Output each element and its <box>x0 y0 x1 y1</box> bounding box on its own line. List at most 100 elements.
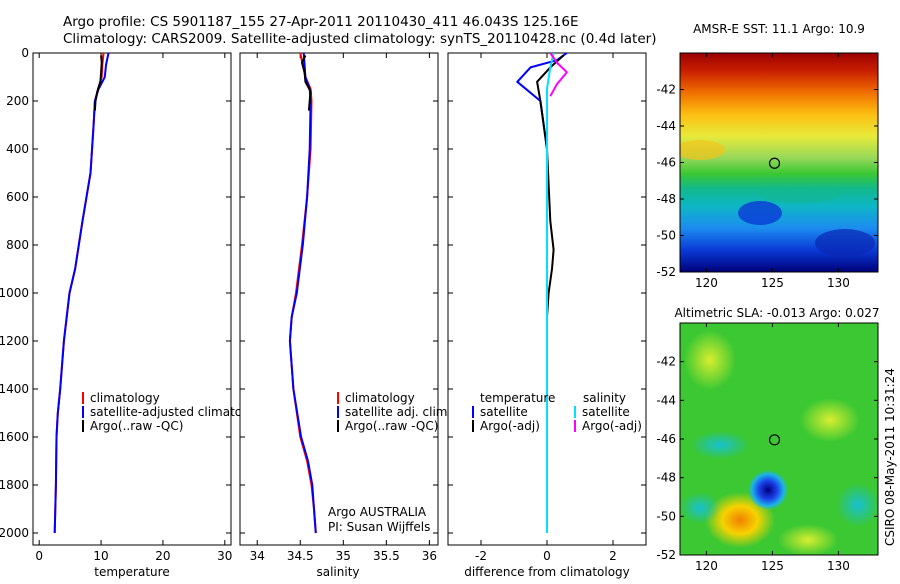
y-tick-label: 200 <box>6 94 29 108</box>
difference-legend: temperature satellite Argo(-adj) salinit… <box>472 391 642 433</box>
sla-low-patch <box>690 431 750 459</box>
sst-map-title: AMSR-E SST: 11.1 Argo: 10.9 <box>693 22 865 36</box>
sla-map-panel: Altimetric SLA: -0.013 Argo: 0.027 120 12… <box>656 306 879 573</box>
map-y-tick-label: -46 <box>656 432 676 446</box>
y-tick-label: 600 <box>6 190 29 204</box>
map-x-tick-label: 125 <box>761 559 784 573</box>
legend-label-temp-argo: Argo(-adj) <box>480 419 540 433</box>
x-tick-label: 34 <box>250 549 265 563</box>
map-y-tick-label: -50 <box>656 509 676 523</box>
y-tick-label: 1800 <box>0 478 29 492</box>
x-tick-label: 35 <box>336 549 351 563</box>
series-line-satellite-adjusted-climatology <box>53 53 110 534</box>
y-tick-label: 0 <box>21 46 29 60</box>
temperature-panel: 0 10 20 30 0 200 400 600 800 1000 1200 1400 1600 1800… <box>0 46 268 579</box>
sla-map-ticks: 120 125 130 -42 -44 -46 -48 -50 -52 <box>656 323 878 573</box>
map-y-tick-label: -48 <box>656 192 676 206</box>
sla-argo-location-marker <box>768 434 781 446</box>
map-x-tick-label: 125 <box>761 276 784 290</box>
map-y-tick-label: -50 <box>656 229 676 243</box>
y-tick-label: 1000 <box>0 286 29 300</box>
sst-cold-patch <box>815 229 875 257</box>
temperature-xlabel: temperature <box>94 565 169 579</box>
legend-label-sal-argo: Argo(-adj) <box>582 419 642 433</box>
x-tick-label: -2 <box>475 549 487 563</box>
series-line-argo-raw-qc- <box>93 55 103 111</box>
sst-map-image <box>680 53 878 272</box>
x-tick-label: 20 <box>155 549 170 563</box>
salinity-lines <box>288 53 317 534</box>
salinity-legend: climatology satellite adj. clim. Argo(..… <box>337 391 451 433</box>
temperature-ticks: 0 10 20 30 0 200 400 600 800 1000 1200 1400 1600 1800… <box>0 46 232 563</box>
sla-high-patch <box>800 398 860 442</box>
x-tick-label: 0 <box>35 549 43 563</box>
sst-warm-patch <box>680 140 725 160</box>
map-y-tick-label: -52 <box>656 548 676 562</box>
y-tick-label: 800 <box>6 238 29 252</box>
series-line-temperature-argo-adj- <box>536 54 565 318</box>
legend-label-satellite: satellite-adjusted climatology <box>90 405 268 419</box>
legend-label-sal-satellite: satellite <box>582 405 630 419</box>
map-x-tick-label: 120 <box>695 559 718 573</box>
legend-label-satellite: satellite adj. clim. <box>345 405 451 419</box>
map-y-tick-label: -44 <box>656 119 676 133</box>
sla-high-patch <box>684 330 736 390</box>
map-y-tick-label: -52 <box>656 265 676 279</box>
map-y-tick-label: -42 <box>656 83 676 97</box>
series-line-salinity-satellite <box>546 53 555 533</box>
x-tick-label: 10 <box>93 549 108 563</box>
temperature-axes <box>32 52 232 546</box>
sla-map-title: Altimetric SLA: -0.013 Argo: 0.027 <box>674 306 879 320</box>
legend-header-temperature: temperature <box>480 391 555 405</box>
sla-low-eddy <box>748 470 788 510</box>
x-tick-label: 2 <box>609 549 617 563</box>
sla-low-patch <box>680 492 720 524</box>
program-annotation: Argo AUSTRALIA <box>328 505 427 519</box>
difference-lines <box>516 53 568 533</box>
y-tick-label: 1600 <box>0 430 29 444</box>
map-x-tick-label: 120 <box>695 276 718 290</box>
difference-xlabel: difference from climatology <box>464 565 630 579</box>
legend-label-argo: Argo(..raw -QC) <box>345 419 438 433</box>
salinity-axes <box>239 52 439 546</box>
y-tick-label: 1400 <box>0 382 29 396</box>
difference-panel: -2 0 2 difference from climatology tempera… <box>447 52 647 579</box>
legend-header-salinity: salinity <box>583 391 626 405</box>
x-tick-label: 30 <box>217 549 232 563</box>
x-tick-label: 35.5 <box>373 549 400 563</box>
figure-title-line1: Argo profile: CS 5901187_155 27-Apr-2011… <box>63 14 579 30</box>
map-y-tick-label: -42 <box>656 355 676 369</box>
map-x-tick-label: 130 <box>827 559 850 573</box>
map-y-tick-label: -46 <box>656 156 676 170</box>
temperature-legend: climatology satellite-adjusted climatolo… <box>82 391 268 433</box>
sst-cold-eddy <box>738 201 782 225</box>
figure-title-line2: Climatology: CARS2009. Satellite-adjuste… <box>63 31 656 47</box>
sla-high-patch <box>778 524 838 555</box>
series-line-salinity-argo-adj- <box>549 53 568 97</box>
timestamp-stamp: CSIRO 08-May-2011 10:31:24 <box>883 368 897 546</box>
sst-front <box>760 187 840 203</box>
y-tick-label: 400 <box>6 142 29 156</box>
legend-label-climatology: climatology <box>345 391 415 405</box>
sla-low-patch <box>836 483 878 527</box>
salinity-xlabel: salinity <box>316 565 359 579</box>
legend-label-temp-satellite: satellite <box>480 405 528 419</box>
salinity-panel: 34 34.5 35 35.5 36 salinity climatology sate… <box>239 52 451 579</box>
sst-argo-location-marker <box>768 157 781 169</box>
pi-annotation: PI: Susan Wijffels <box>328 520 430 534</box>
legend-label-argo: Argo(..raw -QC) <box>90 419 183 433</box>
map-x-tick-label: 130 <box>827 276 850 290</box>
sst-map-panel: AMSR-E SST: 11.1 Argo: 10.9 120 125 130 -42… <box>656 22 879 290</box>
sst-map-ticks: 120 125 130 -42 -44 -46 -48 -50 -52 <box>656 53 878 290</box>
y-tick-label: 2000 <box>0 526 29 540</box>
temperature-lines <box>53 53 110 534</box>
x-tick-label: 0 <box>543 549 551 563</box>
map-y-tick-label: -44 <box>656 393 676 407</box>
x-tick-label: 34.5 <box>287 549 314 563</box>
x-tick-label: 36 <box>422 549 437 563</box>
series-line-argo-raw-qc- <box>301 54 312 111</box>
y-tick-label: 1200 <box>0 334 29 348</box>
difference-ticks: -2 0 2 <box>448 52 646 563</box>
legend-label-climatology: climatology <box>90 391 160 405</box>
